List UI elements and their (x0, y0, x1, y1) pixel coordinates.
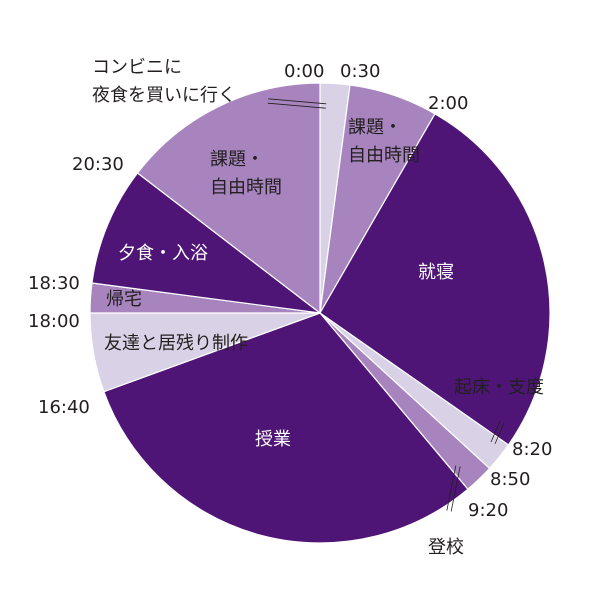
callout-getup-line-1 (490, 420, 501, 443)
slice-label-8: 夕食・入浴 (118, 243, 208, 264)
slice-label-9: 課題・自由時間 (210, 149, 282, 198)
callout-convenience-line-0 (267, 102, 326, 109)
time-label-5: 9:20 (468, 500, 508, 521)
time-label-4: 8:50 (490, 469, 530, 490)
time-label-8: 18:30 (28, 273, 80, 294)
time-label-6: 16:40 (38, 397, 90, 418)
time-labels: 0:00 0:30 2:00 8:20 8:50 9:20 16:40 18:00 18:30 2… (28, 61, 552, 521)
slice-label-7: 帰宅 (106, 289, 142, 310)
slice-label-4: 登校 (428, 537, 464, 558)
time-label-9: 20:30 (72, 154, 124, 175)
pie-slice-9 (136, 82, 321, 315)
slice-label-5: 授業 (255, 429, 291, 450)
callout-commute-line-0 (450, 466, 461, 512)
slice-label-1: 課題・自由時間 (348, 117, 420, 166)
callout-commute-line-1 (446, 465, 457, 511)
time-label-0: 0:00 (284, 61, 324, 82)
callout-convenience-line-1 (268, 98, 327, 105)
pie-slice-5 (103, 312, 469, 544)
time-label-3: 8:20 (512, 439, 552, 460)
callout-lines (267, 98, 505, 512)
time-label-7: 18:00 (28, 311, 80, 332)
time-label-2: 2:00 (428, 93, 468, 114)
callout-getup-line-0 (494, 422, 505, 445)
slice-label-2: 就寝 (418, 262, 454, 283)
time-label-1: 0:30 (340, 61, 380, 82)
slice-label-6: 友達と居残り制作 (104, 333, 248, 354)
pie-slice-2 (319, 112, 551, 446)
pie-slice-8 (91, 172, 323, 314)
slice-label-0: コンビニに夜食を買いに行く (92, 57, 236, 106)
pie-slices (89, 82, 551, 544)
slice-label-3: 起床・支度 (454, 377, 544, 398)
